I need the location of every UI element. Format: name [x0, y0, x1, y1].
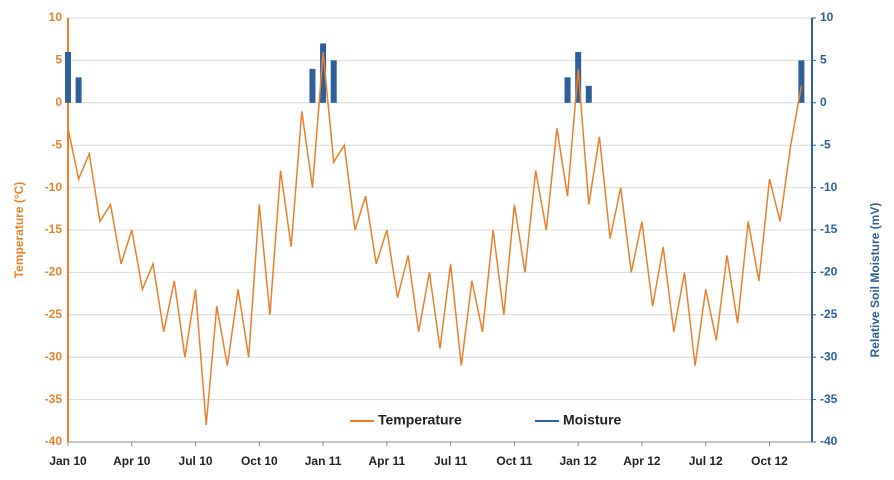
moisture-bar — [564, 77, 571, 103]
y2-tick-label: -40 — [820, 434, 838, 448]
x-tick-label: Apr 12 — [623, 454, 661, 468]
y-tick-label: -35 — [45, 392, 63, 406]
y-tick-label: -15 — [45, 222, 63, 236]
moisture-bar — [798, 60, 805, 103]
x-tick-label: Jan 10 — [49, 454, 87, 468]
y2-tick-label: -15 — [820, 222, 838, 236]
x-tick-label: Jul 10 — [179, 454, 213, 468]
y-tick-label: -20 — [45, 265, 63, 279]
x-tick-label: Oct 11 — [496, 454, 532, 468]
y-tick-label: -25 — [45, 307, 63, 321]
y-tick-label: 0 — [55, 95, 62, 109]
x-tick-label: Apr 11 — [369, 454, 406, 468]
moisture-bar — [75, 77, 82, 103]
moisture-bar — [585, 85, 592, 103]
x-tick-label: Oct 10 — [241, 454, 278, 468]
legend-label: Moisture — [563, 412, 622, 428]
x-tick-label: Jul 11 — [434, 454, 468, 468]
y-tick-label: 5 — [55, 53, 62, 67]
y2-axis-label: Relative Soil Moisture (mV) — [868, 203, 882, 358]
y2-tick-label: 0 — [820, 95, 827, 109]
y2-tick-label: 5 — [820, 53, 827, 67]
y2-tick-label: -10 — [820, 180, 838, 194]
y2-tick-label: -35 — [820, 392, 838, 406]
y-axis-label: Temperature (°C) — [12, 182, 26, 279]
y-tick-label: 10 — [49, 10, 63, 24]
y2-tick-label: 10 — [820, 10, 834, 24]
y-tick-label: -10 — [45, 180, 63, 194]
y2-tick-label: -25 — [820, 307, 838, 321]
y2-tick-label: -30 — [820, 349, 838, 363]
moisture-bar — [309, 68, 316, 103]
temperature-line — [67, 51, 803, 426]
legend-label: Temperature — [378, 412, 462, 428]
x-tick-label: Jan 12 — [559, 454, 597, 468]
y2-tick-label: -5 — [820, 137, 831, 151]
x-tick-label: Jul 12 — [689, 454, 723, 468]
moisture-bar — [65, 51, 71, 103]
x-tick-label: Jan 11 — [305, 454, 342, 468]
y-tick-label: -40 — [45, 434, 63, 448]
x-tick-label: Oct 12 — [751, 454, 788, 468]
y2-tick-label: -20 — [820, 265, 838, 279]
moisture-bar — [320, 43, 327, 103]
x-tick-label: Apr 10 — [113, 454, 151, 468]
y-tick-label: -30 — [45, 349, 63, 363]
moisture-bar — [330, 60, 337, 103]
y-tick-label: -5 — [51, 137, 62, 151]
